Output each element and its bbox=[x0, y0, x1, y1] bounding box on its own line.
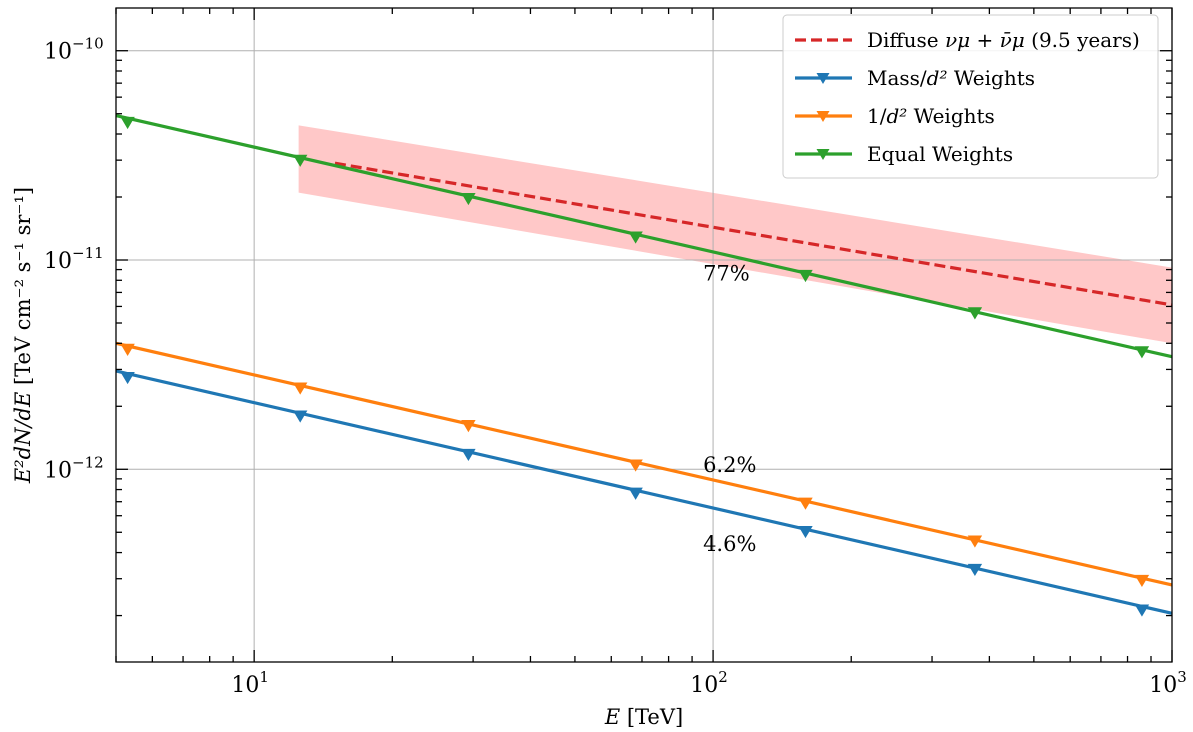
legend-label-post: (9.5 years) bbox=[1025, 28, 1140, 52]
series-marker-1 bbox=[798, 525, 813, 539]
y-tick-label-exp: −11 bbox=[72, 244, 104, 262]
series-marker-1 bbox=[293, 410, 308, 423]
series-marker-2 bbox=[628, 459, 643, 472]
series-marker-2 bbox=[967, 535, 983, 548]
uncertainty-band bbox=[298, 125, 1172, 344]
legend-label-math: νμ + ν̄μ bbox=[945, 28, 1025, 52]
series-line-0 bbox=[334, 161, 1173, 307]
x-tick-label: 102 bbox=[690, 668, 728, 698]
legend-label-math: d² bbox=[927, 66, 948, 90]
series-marker-2 bbox=[1134, 574, 1150, 588]
series-line-1 bbox=[115, 369, 1173, 615]
series-line-2 bbox=[115, 341, 1173, 587]
annotation-label: 77% bbox=[703, 262, 750, 286]
series-marker-1 bbox=[1134, 604, 1150, 617]
series-marker-2 bbox=[461, 420, 476, 433]
annotation-label: 6.2% bbox=[703, 453, 756, 477]
y-tick-label: 10−12 bbox=[44, 453, 104, 483]
legend-box bbox=[782, 14, 1159, 179]
legend: Diffuse νμ + ν̄μ (9.5 years) Mass/d² Weig… bbox=[782, 14, 1159, 179]
x-tick-label-base: 10 bbox=[690, 673, 718, 698]
series-marker-1 bbox=[461, 448, 476, 462]
legend-marker-2 bbox=[816, 111, 830, 122]
legend-label-3: Equal Weights bbox=[867, 142, 1013, 166]
legend-label-1: Mass/d² Weights bbox=[867, 66, 1035, 90]
plot-frame bbox=[115, 7, 1173, 663]
y-tick-label-base: 10 bbox=[44, 40, 72, 65]
y-tick-label-base: 10 bbox=[44, 249, 72, 274]
legend-marker-1 bbox=[816, 73, 830, 84]
series-marker-1 bbox=[967, 563, 983, 577]
y-axis-label-lhs: E²dN/dE bbox=[11, 392, 35, 484]
x-tick-label-base: 10 bbox=[231, 673, 259, 698]
series-marker-3 bbox=[798, 269, 813, 283]
legend-label-0: Diffuse νμ + ν̄μ (9.5 years) bbox=[867, 28, 1140, 52]
legend-label-post: Weights bbox=[907, 104, 995, 128]
x-axis-label-unit: [TeV] bbox=[620, 705, 683, 729]
legend-label-2: 1/d² Weights bbox=[867, 104, 995, 128]
series-marker-3 bbox=[967, 307, 983, 320]
series-marker-1 bbox=[120, 371, 135, 385]
series-marker-3 bbox=[120, 116, 135, 130]
legend-label-post: Weights bbox=[948, 66, 1036, 90]
x-axis-label-var: E bbox=[604, 705, 620, 729]
confidence-band-layer bbox=[298, 125, 1172, 344]
x-axis-label: E [TeV] bbox=[604, 705, 683, 729]
series-marker-3 bbox=[1134, 346, 1150, 359]
y-tick-label-base: 10 bbox=[44, 458, 72, 483]
x-tick-label-exp: 3 bbox=[1177, 668, 1187, 686]
legend-label-pre: 1/ bbox=[867, 104, 887, 128]
series-marker-1 bbox=[628, 487, 643, 500]
y-tick-label-exp: −10 bbox=[72, 35, 104, 53]
series-marker-3 bbox=[293, 154, 308, 167]
x-tick-label: 103 bbox=[1149, 668, 1187, 698]
y-tick-label-exp: −12 bbox=[72, 453, 104, 471]
legend-label-pre: Mass/ bbox=[867, 66, 927, 90]
x-tick-label-exp: 1 bbox=[259, 668, 269, 686]
series-marker-2 bbox=[293, 382, 308, 395]
annotation-layer: 77% 6.2% 4.6% bbox=[703, 262, 756, 556]
x-tick-label-base: 10 bbox=[1149, 673, 1177, 698]
y-tick-label: 10−10 bbox=[44, 35, 104, 65]
annotation-label: 4.6% bbox=[703, 532, 756, 556]
series-marker-3 bbox=[628, 231, 643, 244]
y-axis-label-unit: [TeV cm⁻² s⁻¹ sr⁻¹] bbox=[11, 187, 35, 392]
y-tick-label: 10−11 bbox=[44, 244, 104, 274]
series-marker-2 bbox=[798, 497, 813, 510]
legend-label-pre: Equal Weights bbox=[867, 142, 1013, 166]
legend-label-math: d² bbox=[886, 104, 907, 128]
x-tick-label-exp: 2 bbox=[718, 668, 728, 686]
legend-marker-3 bbox=[816, 149, 830, 160]
series-layer bbox=[115, 114, 1173, 615]
series-line-3 bbox=[115, 114, 1173, 359]
marker-layer bbox=[120, 116, 1150, 617]
y-axis-label: E²dN/dE [TeV cm⁻² s⁻¹ sr⁻¹] bbox=[11, 187, 35, 484]
legend-label-pre: Diffuse bbox=[867, 28, 945, 52]
series-marker-3 bbox=[461, 192, 476, 206]
x-tick-label: 101 bbox=[231, 668, 269, 698]
series-marker-2 bbox=[120, 343, 135, 356]
